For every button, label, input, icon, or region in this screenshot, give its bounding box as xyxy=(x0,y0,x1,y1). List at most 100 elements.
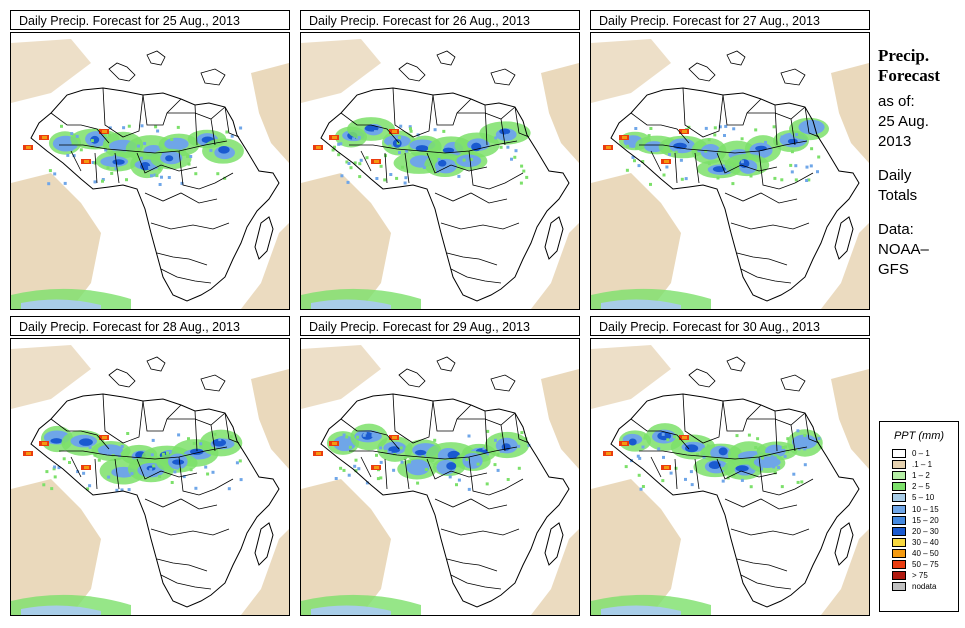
heavy-precip-core xyxy=(165,155,174,162)
precip-cell xyxy=(337,142,341,146)
precip-cell xyxy=(339,466,343,470)
precip-cell xyxy=(398,151,401,154)
intense-precip-cell xyxy=(606,452,611,455)
legend-label: 10 – 15 xyxy=(912,504,939,514)
precip-cell xyxy=(496,453,500,457)
rain-band-core xyxy=(21,605,101,615)
precip-cell xyxy=(97,458,101,462)
intense-precip-cell xyxy=(26,452,31,455)
precip-cell xyxy=(740,137,744,141)
precip-cell xyxy=(684,477,687,481)
light-precip-region xyxy=(11,479,101,615)
country-border xyxy=(160,268,212,284)
precip-cell xyxy=(697,149,701,153)
country-border xyxy=(747,106,806,120)
precip-cell xyxy=(721,154,724,158)
precip-cell xyxy=(665,165,669,169)
precip-cell xyxy=(176,125,180,129)
precip-cell xyxy=(817,155,821,159)
legend-item: > 75 xyxy=(892,570,958,581)
country-border xyxy=(194,104,216,146)
precip-cell xyxy=(416,481,420,485)
country-border xyxy=(716,458,778,480)
country-border xyxy=(144,498,218,510)
precip-cell xyxy=(635,146,638,150)
madagascar-outline xyxy=(254,216,274,260)
precip-cell xyxy=(353,464,357,468)
precip-cell xyxy=(721,479,725,483)
heavy-precip-core xyxy=(628,438,637,446)
precip-cell xyxy=(499,145,503,149)
precip-cell xyxy=(517,466,521,470)
country-border xyxy=(468,456,524,496)
intense-precip-cell xyxy=(84,160,89,163)
precip-cell xyxy=(796,429,800,433)
precip-cell xyxy=(151,438,155,442)
country-border xyxy=(142,400,182,432)
precip-cell xyxy=(457,478,461,482)
precip-cell xyxy=(496,468,500,472)
africa-precip-map xyxy=(11,39,289,309)
precip-cell xyxy=(342,433,346,437)
country-border xyxy=(650,150,700,184)
africa-precip-map xyxy=(591,345,869,615)
map-frame xyxy=(300,32,580,310)
country-border xyxy=(804,106,820,138)
intense-precip-cell xyxy=(316,146,321,149)
precip-cell xyxy=(690,483,694,487)
country-border xyxy=(392,393,434,444)
precip-cell xyxy=(375,177,379,180)
map-frame xyxy=(10,338,290,616)
precip-cell xyxy=(161,452,165,456)
precip-cell xyxy=(45,470,49,474)
precip-cell xyxy=(754,128,758,132)
precip-cell xyxy=(500,449,503,453)
precip-cell xyxy=(239,478,243,482)
precip-cell xyxy=(143,142,147,145)
precip-cell xyxy=(732,127,736,131)
intense-precip-cell xyxy=(622,136,627,139)
precip-cell xyxy=(155,174,159,178)
legend-label: 20 – 30 xyxy=(912,526,939,536)
precip-cell xyxy=(794,178,798,182)
precip-cell xyxy=(122,126,126,130)
rain-band-core xyxy=(601,605,681,615)
legend-swatch xyxy=(892,504,906,514)
coastline xyxy=(30,87,280,302)
precip-cell xyxy=(362,433,366,437)
country-border xyxy=(434,498,508,510)
heavy-precip-core xyxy=(79,438,93,446)
precip-cell xyxy=(524,437,528,441)
panel-title: Daily Precip. Forecast for 25 Aug., 2013 xyxy=(10,10,290,30)
legend-label: 0 – 1 xyxy=(912,449,930,459)
precip-cell xyxy=(462,158,466,162)
precip-cell xyxy=(154,125,158,129)
precip-cell xyxy=(780,485,784,489)
precip-cell xyxy=(346,180,350,184)
country-border xyxy=(59,446,228,460)
precip-cell xyxy=(379,164,383,168)
intense-precip-cell xyxy=(84,466,89,469)
data-source-1: NOAA– xyxy=(878,241,929,258)
country-border xyxy=(70,150,120,184)
europe-coast xyxy=(108,356,226,392)
precip-cell xyxy=(75,134,79,138)
precip-cell xyxy=(732,473,736,477)
precip-cell xyxy=(638,456,642,460)
precip-cell xyxy=(213,432,217,436)
precip-cell xyxy=(520,164,524,168)
precip-cell xyxy=(106,166,110,170)
heavy-precip-core xyxy=(415,145,429,152)
precip-cell xyxy=(347,128,351,132)
legend-swatch xyxy=(892,537,906,547)
precip-cell xyxy=(399,124,403,128)
precip-cell xyxy=(352,137,356,141)
legend-item: 0 – 1 xyxy=(892,448,958,459)
europe-coast xyxy=(688,50,806,86)
europe-coast xyxy=(398,50,516,86)
precip-cell xyxy=(706,444,710,448)
legend-swatch xyxy=(892,526,906,536)
precip-blob-core xyxy=(700,144,721,160)
precip-cell xyxy=(433,438,437,442)
precip-cell xyxy=(140,124,144,128)
